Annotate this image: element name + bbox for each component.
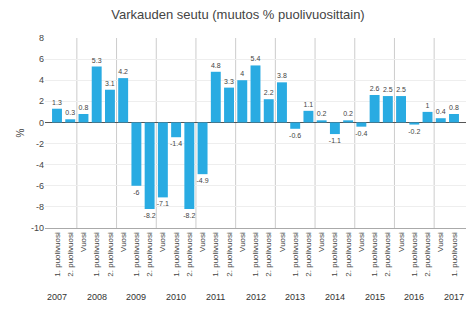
- svg-text:0.3: 0.3: [65, 109, 75, 116]
- svg-text:2. puolivuosi: 2. puolivuosi: [264, 232, 273, 277]
- svg-text:2011: 2011: [206, 292, 225, 302]
- svg-text:2. puolivuosi: 2. puolivuosi: [225, 232, 234, 277]
- svg-text:1. puolivuosi: 1. puolivuosi: [410, 232, 419, 277]
- svg-text:-2: -2: [36, 139, 44, 149]
- svg-text:2. puolivuosi: 2. puolivuosi: [66, 232, 75, 277]
- svg-text:1. puolivuosi: 1. puolivuosi: [251, 232, 260, 277]
- svg-text:%: %: [15, 128, 26, 137]
- svg-text:4: 4: [240, 70, 244, 77]
- svg-text:2012: 2012: [246, 292, 266, 302]
- svg-text:0.4: 0.4: [436, 108, 446, 115]
- svg-text:2. puolivuosi: 2. puolivuosi: [383, 232, 392, 277]
- svg-text:2. puolivuosi: 2. puolivuosi: [106, 232, 115, 277]
- svg-text:Vuosi: Vuosi: [158, 232, 167, 252]
- svg-text:-8.2: -8.2: [183, 212, 195, 219]
- svg-text:2016: 2016: [404, 292, 424, 302]
- svg-text:-4.9: -4.9: [196, 177, 208, 184]
- svg-text:-0.2: -0.2: [408, 128, 420, 135]
- svg-text:4: 4: [39, 75, 44, 85]
- svg-text:2. puolivuosi: 2. puolivuosi: [344, 232, 353, 277]
- svg-text:1. puolivuosi: 1. puolivuosi: [172, 232, 181, 277]
- svg-text:4.2: 4.2: [118, 68, 128, 75]
- svg-text:2. puolivuosi: 2. puolivuosi: [145, 232, 154, 277]
- svg-text:Vuosi: Vuosi: [357, 232, 366, 252]
- svg-text:-4: -4: [36, 160, 44, 170]
- svg-text:-0.6: -0.6: [289, 132, 301, 139]
- svg-text:1.3: 1.3: [52, 99, 62, 106]
- svg-text:-10: -10: [31, 223, 44, 233]
- svg-text:3.1: 3.1: [105, 80, 115, 87]
- svg-text:1: 1: [426, 102, 430, 109]
- svg-text:Vuosi: Vuosi: [278, 232, 287, 252]
- svg-text:Vuosi: Vuosi: [198, 232, 207, 252]
- svg-text:1. puolivuosi: 1. puolivuosi: [450, 232, 459, 277]
- svg-text:6: 6: [39, 54, 44, 64]
- svg-text:1. puolivuosi: 1. puolivuosi: [53, 232, 62, 277]
- svg-text:Vuosi: Vuosi: [238, 232, 247, 252]
- svg-text:2015: 2015: [365, 292, 385, 302]
- svg-text:4.8: 4.8: [211, 62, 221, 69]
- svg-text:8: 8: [39, 33, 44, 43]
- svg-text:5.3: 5.3: [92, 57, 102, 64]
- svg-text:-1.4: -1.4: [170, 140, 182, 147]
- svg-text:0.8: 0.8: [79, 104, 89, 111]
- svg-text:2014: 2014: [325, 292, 345, 302]
- svg-text:0.2: 0.2: [343, 110, 353, 117]
- svg-text:2. puolivuosi: 2. puolivuosi: [304, 232, 313, 277]
- svg-text:5.4: 5.4: [251, 55, 261, 62]
- svg-text:2. puolivuosi: 2. puolivuosi: [185, 232, 194, 277]
- svg-text:2010: 2010: [166, 292, 186, 302]
- svg-text:-8: -8: [36, 202, 44, 212]
- svg-text:2.5: 2.5: [383, 86, 393, 93]
- svg-text:2. puolivuosi: 2. puolivuosi: [423, 232, 432, 277]
- svg-text:Vuosi: Vuosi: [317, 232, 326, 252]
- svg-text:-6: -6: [133, 189, 139, 196]
- svg-text:Vuosi: Vuosi: [436, 232, 445, 252]
- svg-text:-8.2: -8.2: [144, 212, 156, 219]
- svg-text:-7.1: -7.1: [157, 200, 169, 207]
- svg-text:Vuosi: Vuosi: [79, 232, 88, 252]
- svg-text:0.8: 0.8: [449, 104, 459, 111]
- svg-text:1. puolivuosi: 1. puolivuosi: [132, 232, 141, 277]
- svg-text:2.5: 2.5: [396, 86, 406, 93]
- svg-text:0: 0: [39, 118, 44, 128]
- svg-text:1.1: 1.1: [304, 101, 314, 108]
- svg-text:1. puolivuosi: 1. puolivuosi: [331, 232, 340, 277]
- svg-text:-1.1: -1.1: [329, 137, 341, 144]
- svg-text:2: 2: [39, 96, 44, 106]
- svg-text:1. puolivuosi: 1. puolivuosi: [211, 232, 220, 277]
- svg-text:2009: 2009: [126, 292, 146, 302]
- svg-text:1. puolivuosi: 1. puolivuosi: [370, 232, 379, 277]
- svg-text:-6: -6: [36, 181, 44, 191]
- svg-text:1. puolivuosi: 1. puolivuosi: [92, 232, 101, 277]
- svg-text:Varkauden seutu (muutos % puol: Varkauden seutu (muutos % puolivuosittai…: [111, 7, 364, 22]
- svg-text:2008: 2008: [87, 292, 107, 302]
- svg-text:2007: 2007: [47, 292, 67, 302]
- svg-text:2.2: 2.2: [264, 89, 274, 96]
- svg-text:3.8: 3.8: [277, 72, 287, 79]
- svg-text:Vuosi: Vuosi: [119, 232, 128, 252]
- svg-text:-0.4: -0.4: [355, 130, 367, 137]
- svg-text:0.2: 0.2: [317, 110, 327, 117]
- svg-text:Vuosi: Vuosi: [397, 232, 406, 252]
- svg-text:2017: 2017: [444, 292, 464, 302]
- svg-text:1. puolivuosi: 1. puolivuosi: [291, 232, 300, 277]
- svg-text:2013: 2013: [285, 292, 305, 302]
- svg-text:3.3: 3.3: [224, 78, 234, 85]
- svg-text:2.6: 2.6: [370, 85, 380, 92]
